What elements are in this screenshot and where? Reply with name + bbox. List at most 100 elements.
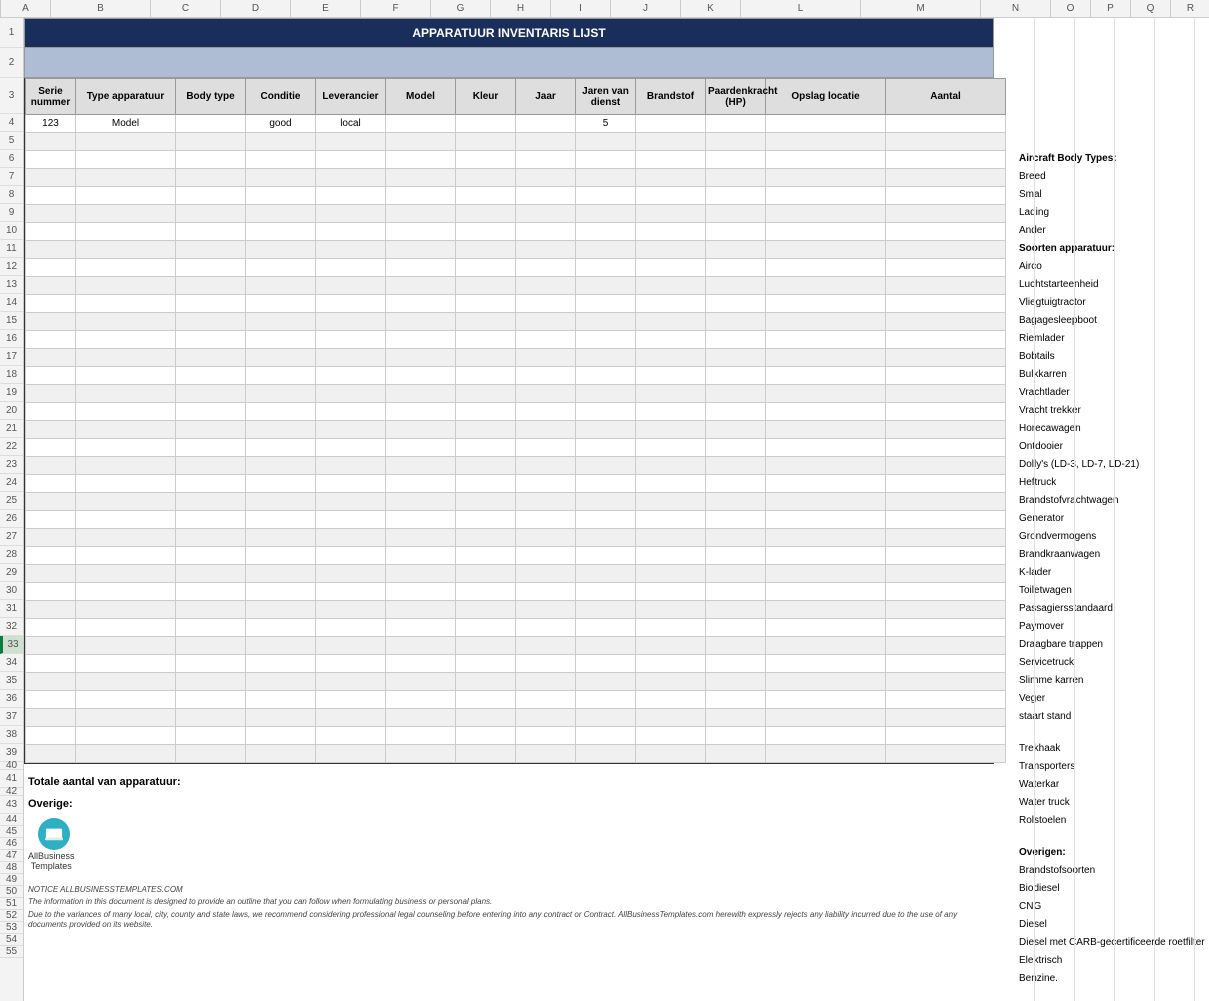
table-cell[interactable] [386, 529, 456, 547]
table-header-cell[interactable]: Conditie [246, 79, 316, 115]
table-header-cell[interactable]: Jaren van dienst [576, 79, 636, 115]
table-cell[interactable] [386, 745, 456, 763]
table-cell[interactable] [636, 619, 706, 637]
table-cell[interactable] [886, 637, 1006, 655]
table-cell[interactable] [766, 511, 886, 529]
table-cell[interactable] [576, 565, 636, 583]
table-cell[interactable] [176, 349, 246, 367]
table-cell[interactable] [246, 187, 316, 205]
table-row[interactable] [26, 583, 1076, 601]
table-cell[interactable] [456, 601, 516, 619]
table-cell[interactable] [26, 313, 76, 331]
table-cell[interactable] [76, 259, 176, 277]
table-cell[interactable] [456, 349, 516, 367]
table-cell[interactable] [456, 367, 516, 385]
table-cell[interactable] [76, 349, 176, 367]
table-cell[interactable] [886, 529, 1006, 547]
row-header-28[interactable]: 28 [0, 546, 23, 564]
table-cell[interactable] [246, 511, 316, 529]
table-cell[interactable] [26, 655, 76, 673]
table-cell[interactable] [456, 583, 516, 601]
table-cell[interactable] [636, 457, 706, 475]
row-header-31[interactable]: 31 [0, 600, 23, 618]
table-cell[interactable] [26, 475, 76, 493]
table-cell[interactable] [636, 709, 706, 727]
table-cell[interactable] [576, 511, 636, 529]
table-cell[interactable] [386, 565, 456, 583]
table-cell[interactable] [26, 151, 76, 169]
table-cell[interactable] [456, 133, 516, 151]
table-cell[interactable] [316, 547, 386, 565]
table-cell[interactable] [176, 727, 246, 745]
table-cell[interactable] [316, 601, 386, 619]
row-header-18[interactable]: 18 [0, 366, 23, 384]
table-cell[interactable] [706, 151, 766, 169]
table-cell[interactable] [386, 259, 456, 277]
table-cell[interactable] [516, 637, 576, 655]
table-cell[interactable] [706, 367, 766, 385]
table-cell[interactable] [886, 457, 1006, 475]
table-cell[interactable] [766, 691, 886, 709]
table-cell[interactable] [176, 529, 246, 547]
row-header-37[interactable]: 37 [0, 708, 23, 726]
table-cell[interactable] [456, 493, 516, 511]
table-cell[interactable] [456, 187, 516, 205]
table-cell[interactable] [766, 115, 886, 133]
table-cell[interactable] [706, 385, 766, 403]
table-cell[interactable] [386, 619, 456, 637]
row-header-38[interactable]: 38 [0, 726, 23, 744]
table-cell[interactable] [176, 277, 246, 295]
row-header-34[interactable]: 34 [0, 654, 23, 672]
table-row[interactable] [26, 277, 1076, 295]
table-cell[interactable] [636, 313, 706, 331]
table-cell[interactable] [316, 385, 386, 403]
table-cell[interactable] [706, 691, 766, 709]
table-cell[interactable] [766, 205, 886, 223]
table-cell[interactable] [316, 511, 386, 529]
table-cell[interactable] [456, 241, 516, 259]
table-cell[interactable] [246, 727, 316, 745]
table-cell[interactable] [76, 745, 176, 763]
table-cell[interactable] [76, 169, 176, 187]
table-cell[interactable] [386, 349, 456, 367]
table-cell[interactable] [386, 655, 456, 673]
table-cell[interactable] [316, 349, 386, 367]
table-cell[interactable] [766, 133, 886, 151]
table-cell[interactable] [516, 367, 576, 385]
table-cell[interactable] [176, 457, 246, 475]
table-cell[interactable] [316, 565, 386, 583]
table-cell[interactable] [766, 493, 886, 511]
table-cell[interactable] [386, 403, 456, 421]
table-cell[interactable] [766, 457, 886, 475]
row-header-53[interactable]: 53 [0, 922, 23, 934]
table-cell[interactable] [456, 547, 516, 565]
table-cell[interactable] [316, 295, 386, 313]
table-header-cell[interactable]: Aantal [886, 79, 1006, 115]
table-cell[interactable] [766, 475, 886, 493]
table-cell[interactable] [316, 241, 386, 259]
row-header-14[interactable]: 14 [0, 294, 23, 312]
table-cell[interactable] [76, 133, 176, 151]
row-header-7[interactable]: 7 [0, 168, 23, 186]
col-header-I[interactable]: I [551, 0, 611, 17]
table-cell[interactable] [246, 205, 316, 223]
table-cell[interactable] [576, 187, 636, 205]
table-cell[interactable] [386, 295, 456, 313]
table-cell[interactable] [176, 151, 246, 169]
table-cell[interactable] [886, 601, 1006, 619]
table-row[interactable] [26, 439, 1076, 457]
table-cell[interactable] [766, 637, 886, 655]
table-cell[interactable] [886, 619, 1006, 637]
col-header-J[interactable]: J [611, 0, 681, 17]
table-cell[interactable] [516, 601, 576, 619]
table-cell[interactable] [26, 565, 76, 583]
table-row[interactable] [26, 187, 1076, 205]
table-cell[interactable] [706, 349, 766, 367]
row-header-9[interactable]: 9 [0, 204, 23, 222]
col-header-M[interactable]: M [861, 0, 981, 17]
table-cell[interactable] [886, 187, 1006, 205]
table-cell[interactable] [886, 745, 1006, 763]
table-cell[interactable] [176, 565, 246, 583]
table-cell[interactable] [576, 529, 636, 547]
table-cell[interactable] [516, 547, 576, 565]
